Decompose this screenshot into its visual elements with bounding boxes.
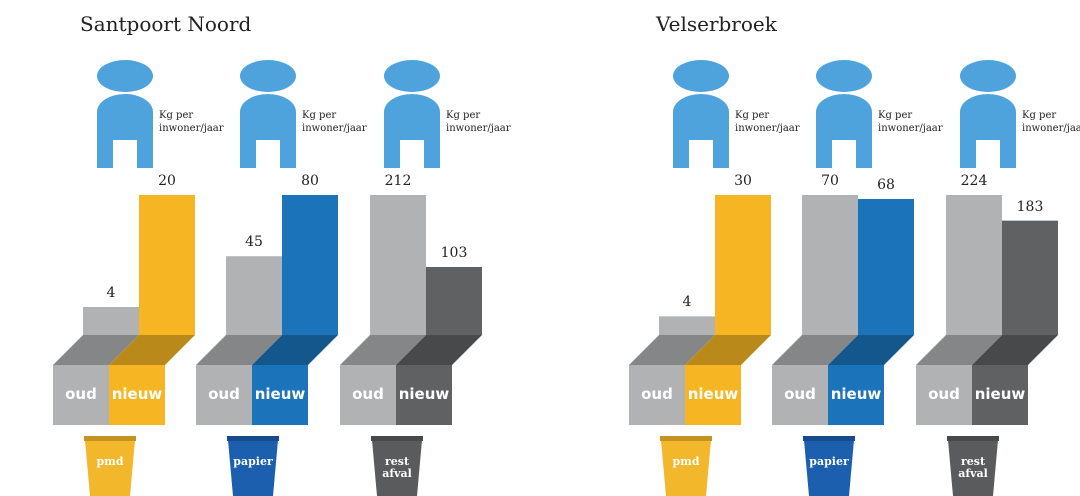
unit-label: inwoner/jaar xyxy=(878,123,943,134)
person-body xyxy=(384,94,440,168)
bar xyxy=(370,195,426,335)
person-head xyxy=(816,60,872,92)
value-label: 68 xyxy=(858,177,914,193)
series-label: oud xyxy=(916,385,972,403)
person-body xyxy=(97,94,153,168)
unit-label: inwoner/jaar xyxy=(446,123,511,134)
value-label: 80 xyxy=(282,173,338,189)
series-label: nieuw xyxy=(396,385,452,403)
unit-label: Kg per xyxy=(159,110,193,121)
value-label: 212 xyxy=(370,173,426,189)
bin-top xyxy=(371,436,423,441)
chart xyxy=(0,0,1080,496)
person-head xyxy=(384,60,440,92)
bin xyxy=(804,440,854,496)
value-label: 45 xyxy=(226,234,282,250)
unit-label: inwoner/jaar xyxy=(735,123,800,134)
bin xyxy=(228,440,278,496)
person-head xyxy=(240,60,296,92)
series-label: oud xyxy=(340,385,396,403)
bar xyxy=(946,195,1002,335)
bin-label: papier xyxy=(228,456,278,468)
series-label: oud xyxy=(196,385,252,403)
bin-top xyxy=(227,436,279,441)
value-label: 30 xyxy=(715,173,771,189)
bin-top xyxy=(947,436,999,441)
value-label: 70 xyxy=(802,173,858,189)
bin-label: rest afval xyxy=(372,456,422,480)
bar xyxy=(858,199,914,335)
person-body xyxy=(960,94,1016,168)
unit-label: Kg per xyxy=(735,110,769,121)
chart-title: Santpoort Noord xyxy=(80,12,251,36)
bin-top xyxy=(803,436,855,441)
bar xyxy=(226,256,282,335)
person-body xyxy=(816,94,872,168)
bar xyxy=(282,195,338,335)
bar xyxy=(139,195,195,335)
person-body xyxy=(240,94,296,168)
value-label: 20 xyxy=(139,173,195,189)
person-head xyxy=(97,60,153,92)
person-head xyxy=(960,60,1016,92)
unit-label: Kg per xyxy=(446,110,480,121)
bin xyxy=(661,440,711,496)
bar xyxy=(802,195,858,335)
value-label: 224 xyxy=(946,173,1002,189)
unit-label: inwoner/jaar xyxy=(159,123,224,134)
unit-label: Kg per xyxy=(302,110,336,121)
infographic: Santpoort Noord Kg per inwoner/jaar 4 oud 20 n… xyxy=(0,0,1080,496)
chart-title: Velserbroek xyxy=(656,12,777,36)
series-label: oud xyxy=(53,385,109,403)
bin-top xyxy=(84,436,136,441)
bar xyxy=(659,316,715,335)
bin-top xyxy=(660,436,712,441)
value-label: 4 xyxy=(83,285,139,301)
person-head xyxy=(673,60,729,92)
unit-label: inwoner/jaar xyxy=(1022,123,1080,134)
series-label: nieuw xyxy=(252,385,308,403)
bar xyxy=(83,307,139,335)
bar xyxy=(426,267,482,335)
value-label: 103 xyxy=(426,245,482,261)
bin-label: pmd xyxy=(661,456,711,468)
series-label: nieuw xyxy=(972,385,1028,403)
unit-label: Kg per xyxy=(1022,110,1056,121)
series-label: nieuw xyxy=(109,385,165,403)
bar xyxy=(715,195,771,335)
bin-label: rest afval xyxy=(948,456,998,480)
series-label: oud xyxy=(629,385,685,403)
series-label: nieuw xyxy=(685,385,741,403)
unit-label: Kg per xyxy=(878,110,912,121)
value-label: 183 xyxy=(1002,199,1058,215)
bin-label: pmd xyxy=(85,456,135,468)
unit-label: inwoner/jaar xyxy=(302,123,367,134)
bin-label: papier xyxy=(804,456,854,468)
series-label: oud xyxy=(772,385,828,403)
value-label: 4 xyxy=(659,294,715,310)
bar xyxy=(1002,221,1058,335)
person-body xyxy=(673,94,729,168)
series-label: nieuw xyxy=(828,385,884,403)
bin xyxy=(85,440,135,496)
